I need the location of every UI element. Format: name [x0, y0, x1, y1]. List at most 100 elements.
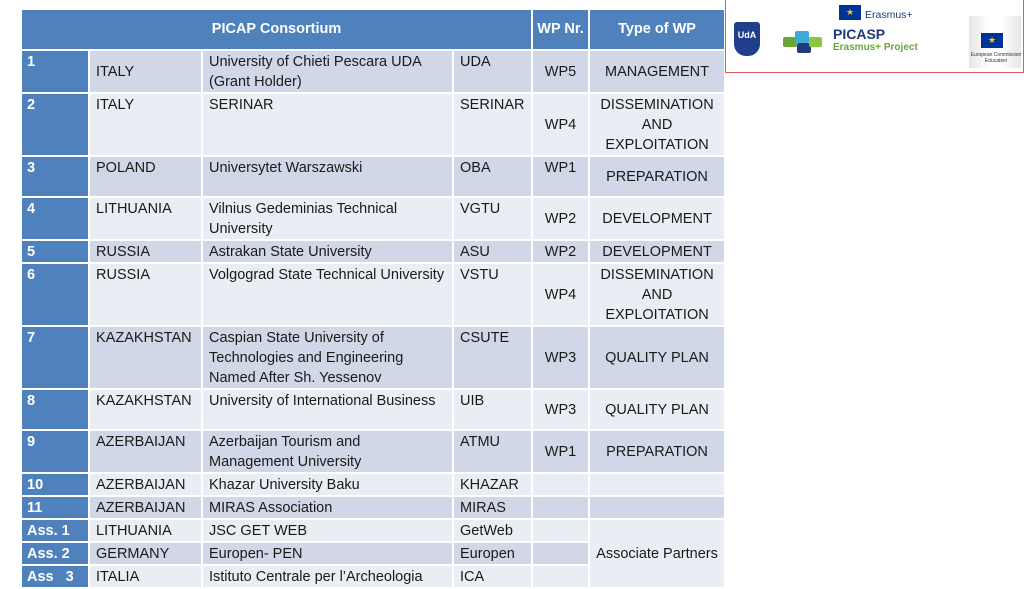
- row-type: DEVELOPMENT: [588, 239, 727, 264]
- row-country: LITHUANIA: [88, 196, 203, 241]
- row-code: OBA: [451, 155, 534, 198]
- row-code: SERINAR: [451, 92, 534, 157]
- picasp-subtitle: Erasmus+ Project: [833, 42, 918, 53]
- row-country: AZERBAIJAN: [88, 495, 203, 520]
- row-wp: WP3: [531, 388, 591, 431]
- table-row: 7 KAZAKHSTAN Caspian State University of…: [20, 325, 727, 390]
- row-type: [588, 472, 727, 497]
- table-row: 5 RUSSIA Astrakan State University ASU W…: [20, 239, 727, 264]
- row-institution: University of Chieti Pescara UDA (Grant …: [201, 49, 454, 94]
- row-code: MIRAS: [451, 495, 534, 520]
- row-type: DISSEMINATION AND EXPLOITATION: [588, 262, 727, 327]
- table-row: 1 ITALY University of Chieti Pescara UDA…: [20, 49, 727, 94]
- row-code: VGTU: [451, 196, 534, 241]
- row-number: 9: [20, 429, 90, 474]
- row-number: 3: [20, 155, 90, 198]
- row-institution: University of International Business: [201, 388, 454, 431]
- row-country: ITALY: [88, 92, 203, 157]
- row-type: QUALITY PLAN: [588, 325, 727, 390]
- row-institution: MIRAS Association: [201, 495, 454, 520]
- uda-logo: UdA: [734, 22, 760, 56]
- table-row: 10 AZERBAIJAN Khazar University Baku KHA…: [20, 472, 727, 497]
- row-wp: WP1: [531, 429, 591, 474]
- table-row: 11 AZERBAIJAN MIRAS Association MIRAS: [20, 495, 727, 520]
- row-type: DISSEMINATION AND EXPLOITATION: [588, 92, 727, 157]
- row-country: AZERBAIJAN: [88, 472, 203, 497]
- row-code: GetWeb: [451, 518, 534, 543]
- row-country: ITALIA: [88, 564, 203, 589]
- ec-eu-flag-icon: ★: [981, 33, 1003, 48]
- row-institution: Vilnius Gedeminias Technical University: [201, 196, 454, 241]
- row-type: PREPARATION: [588, 429, 727, 474]
- row-wp: WP5: [531, 49, 591, 94]
- table-header-row: PICAP Consortium WP Nr. Type of WP: [19, 8, 727, 51]
- row-number: 6: [20, 262, 90, 327]
- row-institution: Caspian State University of Technologies…: [201, 325, 454, 390]
- row-institution: Istituto Centrale per l’Archeologia: [201, 564, 454, 589]
- row-number: 10: [20, 472, 90, 497]
- row-number: 8: [20, 388, 90, 431]
- picasp-puzzle-icon: [783, 31, 822, 53]
- table-row: 9 AZERBAIJAN Azerbaijan Tourism and Mana…: [20, 429, 727, 474]
- row-wp: WP3: [531, 325, 591, 390]
- row-type: PREPARATION: [588, 155, 727, 198]
- erasmus-label: Erasmus+: [865, 9, 913, 21]
- table-row: Ass. 1 LITHUANIA JSC GET WEB GetWeb Asso…: [20, 518, 727, 589]
- row-wp: [531, 518, 591, 543]
- row-number: 7: [20, 325, 90, 390]
- row-institution: Volgograd State Technical University: [201, 262, 454, 327]
- header-wp-nr: WP Nr.: [531, 8, 591, 51]
- row-number: Ass 3: [20, 564, 90, 589]
- row-country: ITALY: [88, 49, 203, 94]
- row-code: ICA: [451, 564, 534, 589]
- header-type-of-wp: Type of WP: [588, 8, 727, 51]
- logo-banner: ★ Erasmus+ UdA PICASP Erasmus+ Project ★…: [725, 0, 1024, 73]
- associate-partners-type: Associate Partners: [588, 518, 727, 589]
- row-type: [588, 495, 727, 520]
- row-code: UIB: [451, 388, 534, 431]
- header-consortium: PICAP Consortium: [19, 8, 534, 51]
- row-institution: Azerbaijan Tourism and Management Univer…: [201, 429, 454, 474]
- row-code: CSUTE: [451, 325, 534, 390]
- row-institution: Khazar University Baku: [201, 472, 454, 497]
- picasp-title: PICASP: [833, 26, 886, 42]
- row-institution: JSC GET WEB: [201, 518, 454, 543]
- eu-flag-icon: ★: [839, 5, 861, 20]
- row-country: RUSSIA: [88, 262, 203, 327]
- row-country: POLAND: [88, 155, 203, 198]
- row-code: KHAZAR: [451, 472, 534, 497]
- row-wp: [531, 495, 591, 520]
- row-type: MANAGEMENT: [588, 49, 727, 94]
- row-institution: SERINAR: [201, 92, 454, 157]
- table-row: 4 LITHUANIA Vilnius Gedeminias Technical…: [20, 196, 727, 241]
- row-number: 1: [20, 49, 90, 94]
- table-row: 3 POLAND Universytet Warszawski OBA WP1 …: [20, 155, 727, 198]
- row-country: AZERBAIJAN: [88, 429, 203, 474]
- row-code: ASU: [451, 239, 534, 264]
- table-row: 8 KAZAKHSTAN University of International…: [20, 388, 727, 431]
- row-number: Ass. 1: [20, 518, 90, 543]
- row-wp: [531, 541, 591, 566]
- row-code: Europen: [451, 541, 534, 566]
- row-country: GERMANY: [88, 541, 203, 566]
- row-wp: [531, 472, 591, 497]
- row-wp: WP4: [531, 262, 591, 327]
- row-number: 5: [20, 239, 90, 264]
- row-institution: Universytet Warszawski: [201, 155, 454, 198]
- row-institution: Europen- PEN: [201, 541, 454, 566]
- row-wp: WP2: [531, 239, 591, 264]
- row-number: 2: [20, 92, 90, 157]
- row-wp: [531, 564, 591, 589]
- row-number: 4: [20, 196, 90, 241]
- row-wp: WP4: [531, 92, 591, 157]
- row-wp: WP1: [531, 155, 591, 198]
- row-type: QUALITY PLAN: [588, 388, 727, 431]
- row-number: Ass. 2: [20, 541, 90, 566]
- row-number: 11: [20, 495, 90, 520]
- row-country: LITHUANIA: [88, 518, 203, 543]
- row-country: KAZAKHSTAN: [88, 388, 203, 431]
- table-row: Ass. 2 GERMANY Europen- PEN Europen: [20, 541, 725, 566]
- row-type: DEVELOPMENT: [588, 196, 727, 241]
- row-country: RUSSIA: [88, 239, 203, 264]
- row-code: VSTU: [451, 262, 534, 327]
